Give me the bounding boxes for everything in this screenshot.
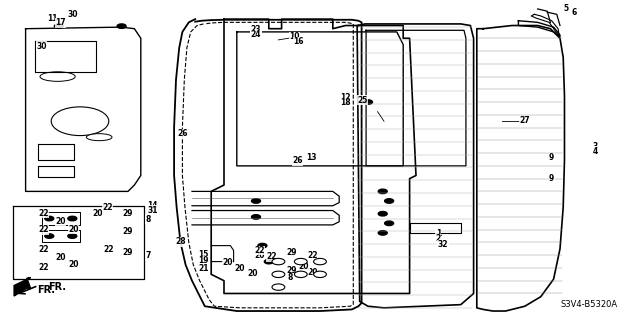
Text: 9: 9 — [549, 153, 554, 162]
Text: 30: 30 — [36, 42, 47, 51]
Text: 20: 20 — [307, 268, 317, 277]
Text: 32: 32 — [438, 240, 448, 249]
Text: 1: 1 — [436, 229, 441, 238]
Text: 3: 3 — [593, 142, 598, 151]
Text: 29: 29 — [123, 248, 133, 256]
Text: 22: 22 — [102, 204, 113, 212]
Text: 13: 13 — [307, 153, 317, 162]
Text: 7: 7 — [146, 251, 151, 260]
Circle shape — [258, 243, 267, 248]
Text: 29: 29 — [286, 266, 296, 275]
Circle shape — [294, 258, 307, 265]
Text: 22: 22 — [104, 245, 114, 254]
Text: 31: 31 — [147, 206, 157, 215]
Text: 22: 22 — [267, 252, 277, 261]
Circle shape — [272, 271, 285, 278]
Text: 22: 22 — [38, 263, 49, 272]
Text: 26: 26 — [292, 156, 303, 165]
Ellipse shape — [86, 134, 112, 141]
Circle shape — [385, 221, 394, 226]
Text: 2: 2 — [436, 234, 441, 243]
Text: 30: 30 — [67, 10, 77, 19]
Text: 19: 19 — [198, 256, 209, 265]
Text: 10: 10 — [289, 32, 300, 41]
Text: 20: 20 — [248, 269, 258, 278]
Circle shape — [45, 216, 54, 221]
Text: 22: 22 — [38, 209, 49, 218]
Circle shape — [378, 211, 387, 216]
Text: 8: 8 — [146, 215, 151, 224]
Circle shape — [314, 258, 326, 265]
Circle shape — [364, 100, 372, 104]
Text: 11: 11 — [47, 14, 58, 23]
Text: 20: 20 — [56, 217, 66, 226]
Text: 6: 6 — [572, 8, 577, 17]
Text: 25: 25 — [358, 96, 368, 105]
Text: 22: 22 — [38, 225, 49, 234]
Text: 4: 4 — [593, 147, 598, 156]
Text: 29: 29 — [123, 209, 133, 218]
Text: 16: 16 — [294, 37, 304, 46]
Text: 12: 12 — [340, 93, 351, 102]
Circle shape — [51, 107, 109, 136]
Text: 20: 20 — [92, 209, 102, 218]
Circle shape — [54, 24, 63, 28]
Circle shape — [252, 199, 260, 203]
Circle shape — [272, 284, 285, 290]
Text: 20: 20 — [235, 264, 245, 273]
Circle shape — [294, 271, 307, 278]
Ellipse shape — [40, 72, 76, 81]
Text: 20: 20 — [299, 262, 309, 271]
Polygon shape — [14, 278, 31, 296]
Text: 18: 18 — [340, 98, 351, 107]
Circle shape — [68, 234, 77, 238]
Text: 29: 29 — [123, 227, 133, 236]
Text: 8: 8 — [287, 273, 292, 282]
Text: 27: 27 — [520, 116, 530, 125]
Text: 20: 20 — [68, 260, 79, 269]
Circle shape — [378, 231, 387, 235]
Text: 17: 17 — [56, 19, 66, 27]
Text: 21: 21 — [198, 264, 209, 273]
Text: 22: 22 — [38, 245, 49, 254]
Circle shape — [45, 234, 54, 238]
Text: 20: 20 — [254, 251, 264, 260]
Text: 15: 15 — [198, 250, 209, 259]
Circle shape — [385, 199, 394, 203]
Circle shape — [68, 216, 77, 221]
Circle shape — [272, 258, 285, 265]
Text: S3V4-B5320A: S3V4-B5320A — [560, 300, 618, 309]
Text: FR.: FR. — [48, 282, 66, 292]
Text: 29: 29 — [286, 248, 296, 256]
Circle shape — [378, 189, 387, 194]
Text: 28: 28 — [175, 237, 186, 246]
Circle shape — [252, 215, 260, 219]
Text: 24: 24 — [251, 30, 261, 39]
Text: 20: 20 — [222, 258, 232, 267]
Text: 20: 20 — [68, 225, 79, 234]
Text: 20: 20 — [56, 253, 66, 262]
Circle shape — [264, 259, 273, 264]
Text: 14: 14 — [147, 201, 157, 210]
Text: 9: 9 — [549, 174, 554, 182]
Text: 26: 26 — [177, 130, 188, 138]
Text: FR.: FR. — [37, 285, 55, 295]
Text: 22: 22 — [254, 246, 264, 255]
Text: 5: 5 — [564, 4, 569, 13]
Circle shape — [314, 271, 326, 278]
Circle shape — [117, 24, 126, 28]
Text: 23: 23 — [251, 25, 261, 34]
Text: 22: 22 — [307, 251, 317, 260]
